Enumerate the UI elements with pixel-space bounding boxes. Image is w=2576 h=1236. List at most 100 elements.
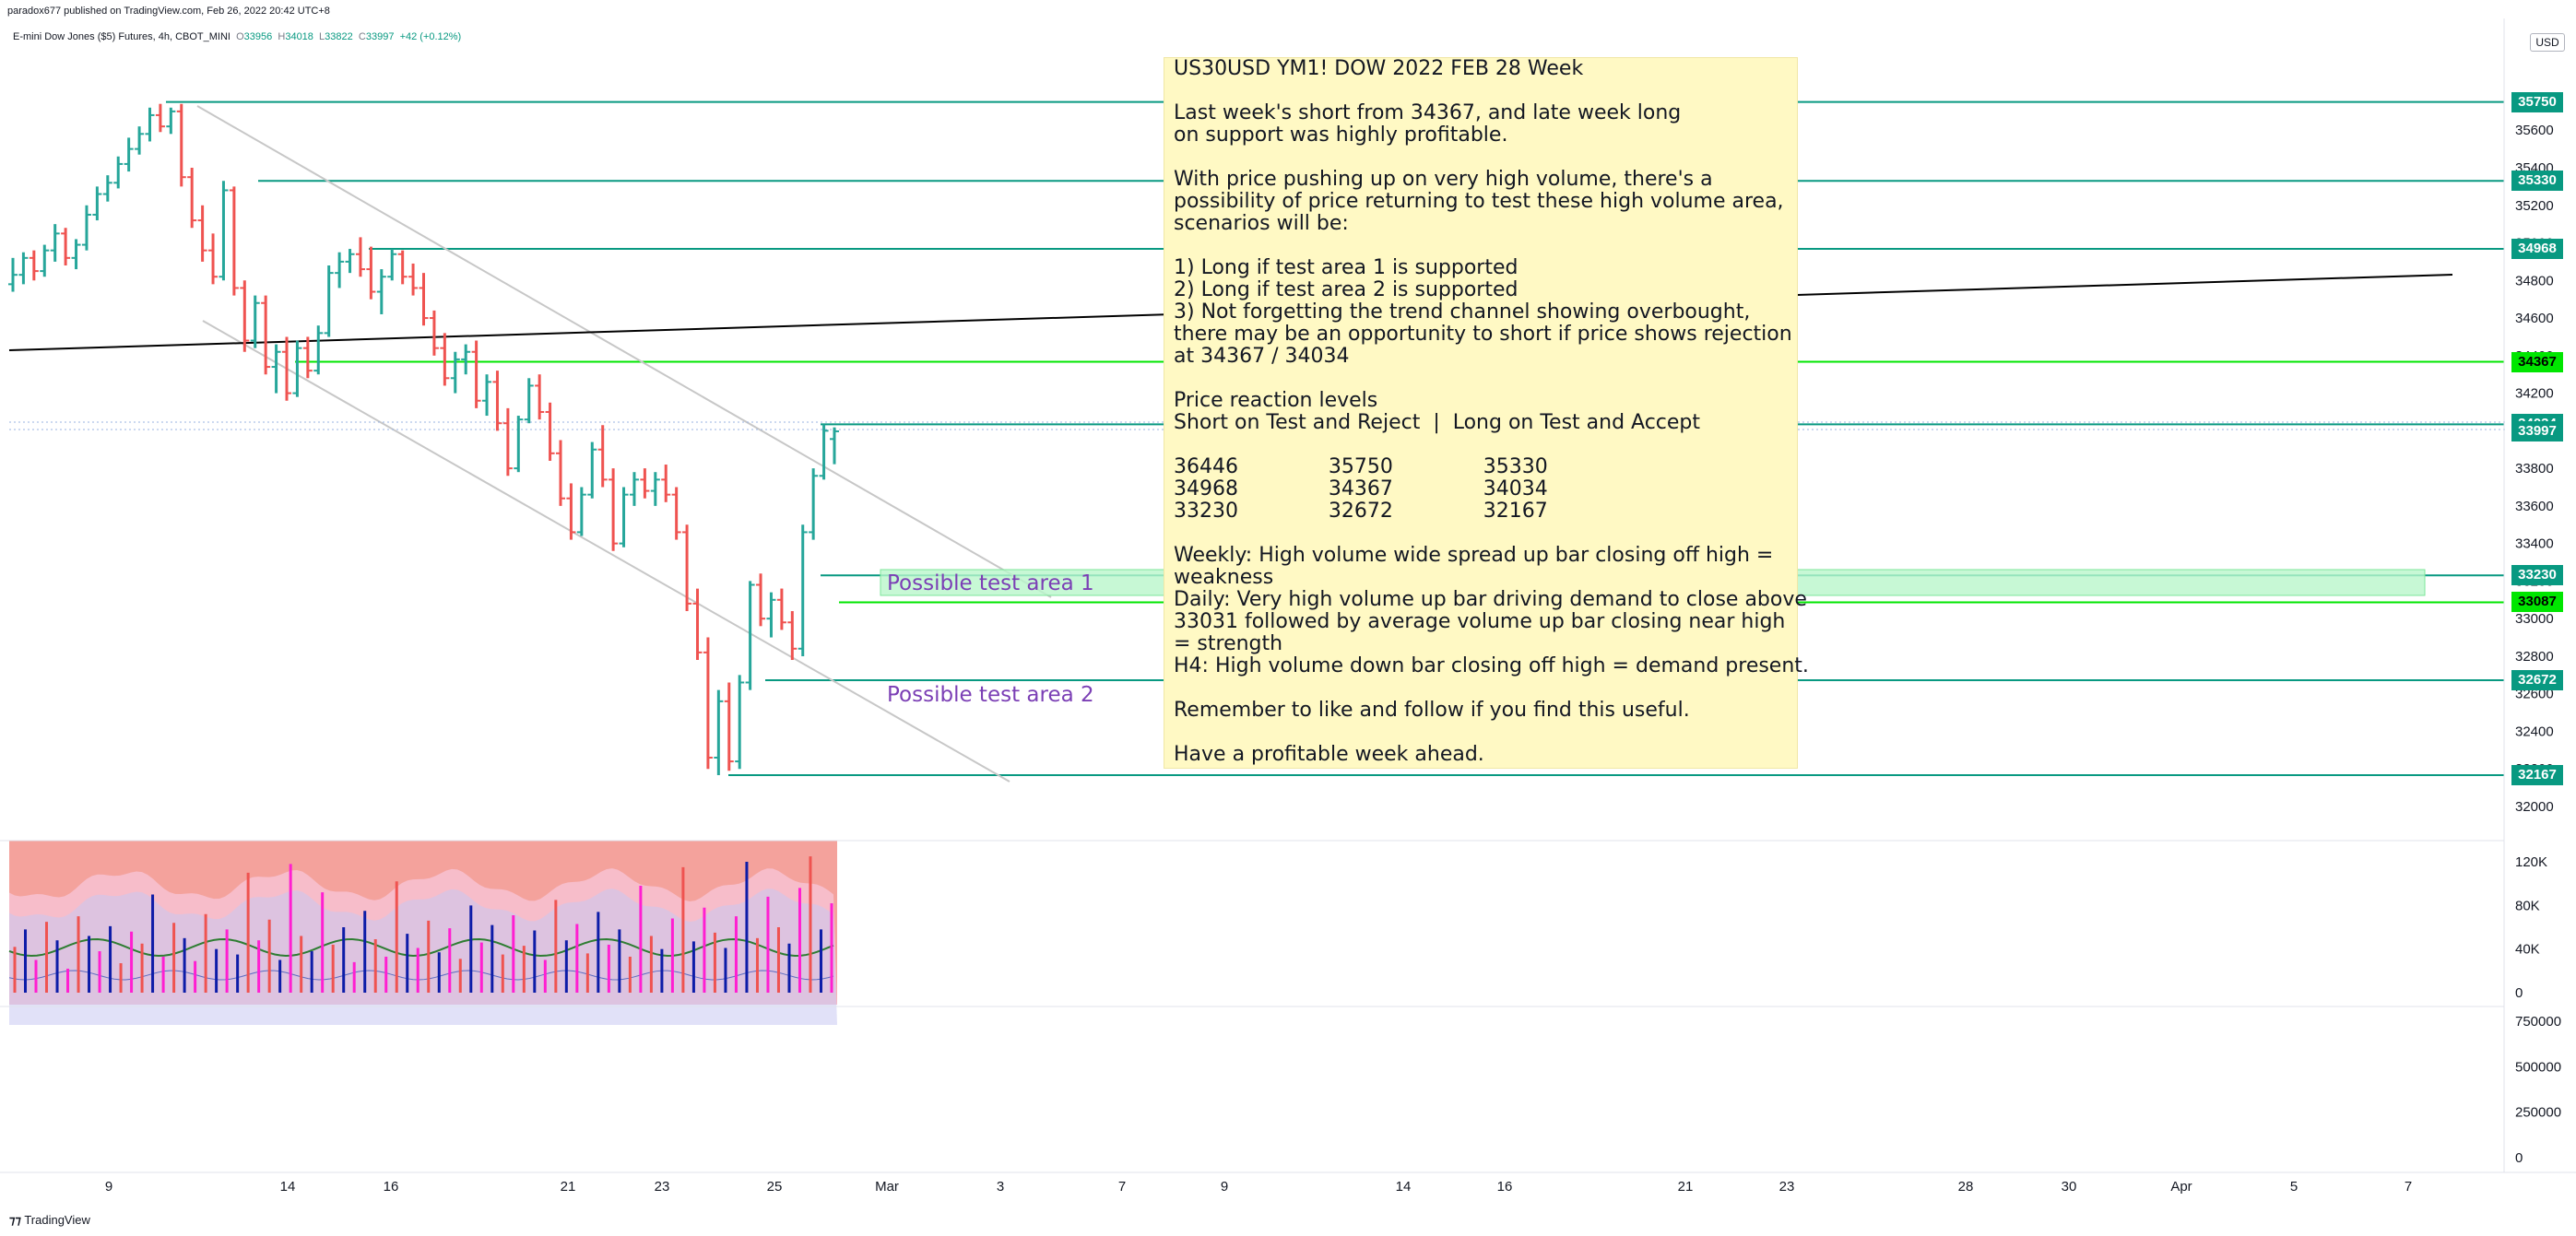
candle-bar (429, 310, 439, 356)
candle-bar (187, 168, 197, 229)
candle-bar (724, 682, 734, 771)
candle-bar (219, 181, 229, 281)
change-value: +42 (+0.12%) (399, 31, 462, 42)
pane3-tick-label: 0 (2515, 1150, 2523, 1166)
candle-bar (282, 336, 291, 401)
note-line: at 34367 / 34034 (1174, 345, 1350, 368)
candle-bar (176, 103, 186, 187)
brand-name: TradingView (24, 1213, 90, 1227)
currency-badge[interactable]: USD (2530, 33, 2565, 52)
candle-bar (830, 427, 839, 465)
candle-bar (197, 205, 207, 262)
note-line: Price reaction levels (1174, 389, 1378, 412)
volume-pane (8, 841, 837, 1025)
candle-bar (324, 265, 334, 337)
candle-bar (397, 250, 408, 285)
volume-tick-label: 40K (2515, 942, 2540, 958)
symbol-legend[interactable]: E-mini Dow Jones ($5) Futures, 4h, CBOT_… (13, 31, 461, 42)
candle-bar (40, 244, 50, 277)
price-tick-label: 33000 (2515, 611, 2554, 627)
candle-bar (440, 333, 450, 386)
candle-bar (471, 340, 481, 408)
pane3-tick-label: 250000 (2515, 1105, 2561, 1121)
candle-bar (345, 249, 355, 274)
note-line: 33230 32672 32167 (1174, 500, 1548, 523)
candle-bar (766, 592, 776, 638)
third-pane-axis: 0 250000 500000 750000 (2515, 1014, 2561, 1166)
candle-bar (682, 524, 692, 612)
note-line: 34968 34367 34034 (1174, 477, 1548, 500)
volume-tick-label: 0 (2515, 985, 2523, 1001)
note-line (1174, 80, 1788, 102)
volume-average-line (8, 938, 834, 958)
price-level-label: 33087 (2511, 592, 2563, 613)
note-line: Have a profitable week ahead. (1174, 743, 1484, 766)
time-tick-label: 9 (105, 1179, 112, 1195)
price-tick-label: 33800 (2515, 461, 2554, 477)
note-line: Daily: Very high volume up bar driving d… (1174, 588, 1807, 611)
time-tick-label: 21 (1678, 1179, 1694, 1195)
note-line: 2) Long if test area 2 is supported (1174, 278, 1518, 301)
candle-bar (609, 468, 619, 551)
candle-bar (8, 257, 18, 292)
candle-bar (703, 637, 713, 770)
note-line: = strength (1174, 632, 1283, 655)
candle-bar (145, 107, 155, 142)
candle-bar (629, 472, 639, 506)
note-line (1174, 677, 1788, 700)
volume-lower-line (8, 970, 834, 981)
candle-bar (619, 487, 629, 547)
candle-bar (229, 186, 239, 296)
candle-bar (776, 588, 786, 630)
candle-bar (113, 156, 124, 189)
price-tick-label: 33400 (2515, 536, 2554, 552)
note-line: Last week's short from 34367, and late w… (1174, 101, 1682, 124)
candle-bar (240, 280, 250, 352)
note-line (1174, 368, 1788, 390)
price-level-label: 34968 (2511, 239, 2563, 260)
candle-bar (208, 233, 219, 285)
high-label: H (278, 31, 286, 42)
time-tick-label: 23 (655, 1179, 670, 1195)
note-line: 33031 followed by average volume up bar … (1174, 610, 1786, 633)
note-line: possibility of price returning to test t… (1174, 190, 1784, 213)
price-axis[interactable]: 3200032200324003260032800330003320033400… (2515, 123, 2554, 815)
candle-bar (692, 588, 703, 661)
candle-bar (819, 424, 829, 480)
channel-upper-line (196, 105, 1052, 598)
note-line (1174, 147, 1788, 169)
price-level-label: 35330 (2511, 171, 2563, 192)
time-tick-label: 7 (1118, 1179, 1126, 1195)
price-tick-label: 34200 (2515, 386, 2554, 402)
candle-bar (535, 374, 545, 420)
time-axis[interactable]: 9 14 16 21 23 25 Mar 3 7 9 14 16 21 23 28 30 Apr 5 7 (105, 1179, 2412, 1195)
candle-bar (50, 224, 60, 262)
note-line: on support was highly profitable. (1174, 124, 1508, 147)
price-tick-label: 32800 (2515, 649, 2554, 665)
price-level-label: 34367 (2511, 351, 2563, 372)
volume-tick-label: 120K (2515, 854, 2547, 870)
price-level-label: 32167 (2511, 764, 2563, 785)
volume-bars (13, 856, 833, 993)
candle-bar (482, 374, 492, 417)
time-tick-label: 5 (2290, 1179, 2298, 1195)
note-line: 1) Long if test area 1 is supported (1174, 256, 1518, 279)
test-area-2-label: Possible test area 2 (887, 683, 1094, 707)
note-line: 3) Not forgetting the trend channel show… (1174, 300, 1751, 324)
price-level-label: 35750 (2511, 91, 2563, 112)
candle-bar (545, 402, 555, 461)
note-line: weakness (1174, 566, 1274, 589)
candle-bar (640, 468, 650, 499)
candle-bar (756, 573, 766, 627)
candle-bar (292, 340, 302, 397)
candle-bar (18, 252, 29, 285)
price-tick-label: 34800 (2515, 273, 2554, 288)
price-tick-label: 33600 (2515, 499, 2554, 514)
candle-bar (787, 611, 798, 661)
candle-bar (556, 440, 565, 506)
open-value: 33956 (243, 31, 273, 42)
time-tick-label: 9 (1221, 1179, 1228, 1195)
pane3-tick-label: 500000 (2515, 1059, 2561, 1075)
candle-bar (408, 263, 419, 296)
low-label: L (319, 31, 325, 42)
